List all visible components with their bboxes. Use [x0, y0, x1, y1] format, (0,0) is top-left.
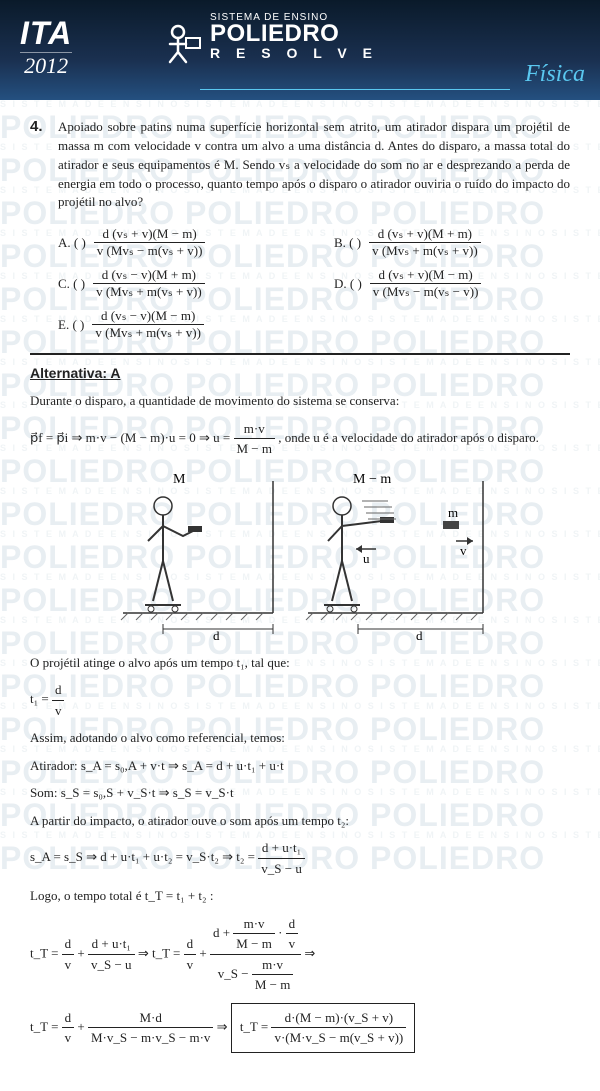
option-c: C. ( ) d (vₛ − v)(M + m)v (Mvₛ + m(vₛ + …	[58, 267, 294, 300]
diag-label-Mm: M − m	[353, 472, 391, 487]
separator	[30, 353, 570, 355]
exam-badge: ITA 2012	[20, 15, 72, 79]
exam-year: 2012	[20, 52, 72, 79]
logo-main-text: POLIEDRO	[210, 23, 378, 45]
sol-line-1: Durante o disparo, a quantidade de movim…	[30, 391, 570, 411]
option-e: E. ( ) d (vₛ − v)(M − m)v (Mvₛ + m(vₛ + …	[58, 308, 294, 341]
option-b-label: B. ( )	[334, 235, 361, 251]
option-c-label: C. ( )	[58, 276, 85, 292]
option-a-label: A. ( )	[58, 235, 86, 251]
sol-line-7: Som: s_S = s₀,S + v_S·t ⇒ s_S = v_S·t	[30, 783, 570, 803]
sol-line-12: t_T = dv + M·dM·v_S − m·v_S − m·v ⇒ t_T …	[30, 1003, 570, 1053]
diagrams: M d M	[30, 471, 570, 641]
option-b: B. ( ) d (vₛ + v)(M + m)v (Mvₛ + m(vₛ + …	[334, 226, 570, 259]
question-number: 4.	[30, 118, 43, 135]
options-grid: A. ( ) d (vₛ + v)(M − m)v (Mvₛ − m(vₛ + …	[58, 226, 570, 341]
question-text: Apoiado sobre patins numa superfície hor…	[58, 118, 570, 212]
option-d-label: D. ( )	[334, 276, 362, 292]
exam-name: ITA	[20, 15, 72, 51]
option-d: D. ( ) d (vₛ + v)(M − m)v (Mvₛ − m(vₛ − …	[334, 267, 570, 300]
sol-line-5: Assim, adotando o alvo como referencial,…	[30, 728, 570, 748]
sol-line-4: t₁ = dv	[30, 680, 570, 720]
sol-line-6: Atirador: s_A = s₀,A + v·t ⇒ s_A = d + u…	[30, 756, 570, 776]
subject-label: Física	[525, 61, 585, 88]
diag-label-M: M	[173, 472, 186, 487]
logo-icon	[160, 22, 204, 66]
sol-line-3: O projétil atinge o alvo após um tempo t…	[30, 653, 570, 673]
header: ITA 2012 SISTEMA DE ENSINO POLIEDRO R E …	[0, 0, 600, 100]
diag-label-m: m	[448, 505, 458, 520]
answer-label: Alternativa: A	[30, 365, 570, 381]
sol-line-10: Logo, o tempo total é t_T = t₁ + t₂ :	[30, 886, 570, 906]
sol-line-11: t_T = dv + d + u·t₁v_S − u ⇒ t_T = dv + …	[30, 914, 570, 995]
header-divider	[200, 89, 510, 90]
sol-line-2: p⃗f = p⃗i ⇒ m·v − (M − m)·u = 0 ⇒ u = m·…	[30, 419, 570, 459]
logo-sub-text: R E S O L V E	[210, 45, 378, 61]
logo: SISTEMA DE ENSINO POLIEDRO R E S O L V E	[210, 12, 378, 61]
sol-line-9: s_A = s_S ⇒ d + u·t₁ + u·t₂ = v_S·t₂ ⇒ t…	[30, 838, 570, 878]
diagram-before: M d	[113, 471, 278, 641]
option-a: A. ( ) d (vₛ + v)(M − m)v (Mvₛ − m(vₛ + …	[58, 226, 294, 259]
sol-line-8: A partir do impacto, o atirador ouve o s…	[30, 811, 570, 831]
diag-label-u: u	[363, 551, 370, 566]
solution: Durante o disparo, a quantidade de movim…	[30, 391, 570, 1053]
diagram-after: M − m u	[298, 471, 488, 641]
diag-label-d2: d	[416, 628, 423, 641]
diag-label-d1: d	[213, 628, 220, 641]
option-e-label: E. ( )	[58, 317, 84, 333]
diag-label-v: v	[460, 543, 467, 558]
